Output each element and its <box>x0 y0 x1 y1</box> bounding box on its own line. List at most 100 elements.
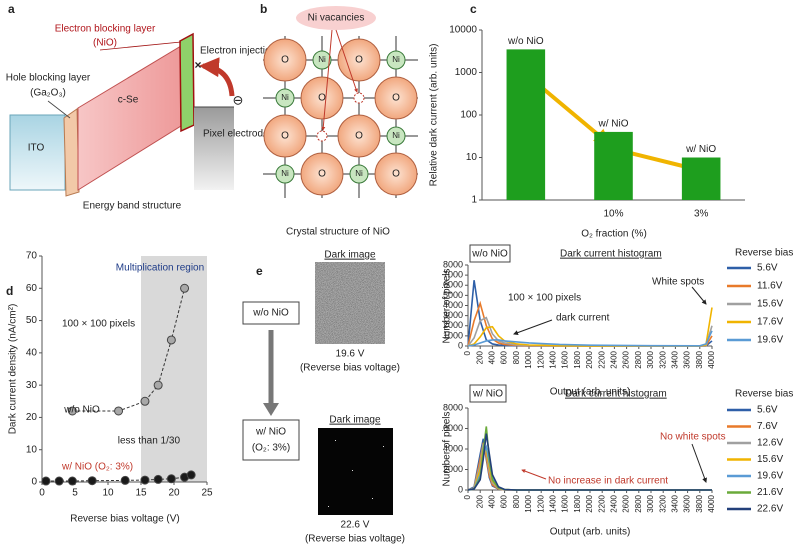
point <box>140 475 150 485</box>
legend-label: 5.6V <box>757 405 778 416</box>
annotation: w/ NiO (O₂: 3%) <box>61 462 133 473</box>
dark-image <box>318 428 393 515</box>
y-tick-label: 6000 <box>443 423 463 433</box>
series-line <box>467 433 712 491</box>
y-tick-label: 10 <box>26 444 38 455</box>
atom-label: Ni <box>355 169 363 178</box>
oxygen-atom <box>300 76 344 120</box>
y-tick-label: 0 <box>31 477 37 488</box>
image-note: (Reverse bias voltage) <box>300 363 400 374</box>
annotation: No white spots <box>660 432 726 443</box>
x-tick-label: 15 <box>135 488 147 499</box>
y-tick-label: 4000 <box>443 300 463 310</box>
y-tick-label: 6000 <box>443 280 463 290</box>
image-voltage: 22.6 V <box>341 520 370 531</box>
legend-label: 12.6V <box>757 438 783 449</box>
crystal-structure: b Ni vacancies Crystal structure of NiO … <box>260 2 418 238</box>
x-tick-label: 800 <box>512 494 521 508</box>
series-line <box>45 474 192 482</box>
image-title: Dark image <box>324 250 376 261</box>
bar-label: w/o NiO <box>507 36 544 47</box>
sample-label: w/o NiO <box>252 308 289 319</box>
x-tick-label: 200 <box>475 350 484 364</box>
y-tick-label: 70 <box>26 251 38 262</box>
y-axis-label: Dark current density (nA/cm²) <box>8 304 19 435</box>
x-tick-label: 1800 <box>573 494 582 512</box>
label: ITO <box>28 143 45 154</box>
point <box>166 474 176 484</box>
atom-label: O <box>355 131 363 142</box>
label: ⊖ <box>233 92 244 107</box>
y-tick-label: 8000 <box>443 259 463 269</box>
x-tick-label: 200 <box>475 494 484 508</box>
x-tick-label: 2600 <box>622 350 631 368</box>
atom-label: O <box>318 93 326 104</box>
legend-label: 19.6V <box>757 471 783 482</box>
label: Pixel electrode <box>203 129 269 140</box>
caption: Energy band structure <box>83 201 182 212</box>
dark-image-noise <box>315 262 385 344</box>
y-tick-label: 10 <box>466 152 478 163</box>
leader-line <box>99 41 182 51</box>
point <box>54 476 64 486</box>
label: (NiO) <box>93 38 117 49</box>
point <box>67 406 77 416</box>
image-title: Dark image <box>329 415 381 426</box>
vacancy-pointer <box>321 29 333 131</box>
y-tick-label: 1 <box>471 195 477 206</box>
y-tick-label: 1000 <box>443 330 463 340</box>
y-tick-label: 100 <box>460 110 477 121</box>
x-tick-label: 1000 <box>524 494 533 512</box>
series-line <box>72 288 186 412</box>
annotation: No increase in dark current <box>548 476 668 487</box>
cse-layer <box>77 45 182 191</box>
x-tick-label: 2200 <box>597 494 606 512</box>
y-tick-label: 4000 <box>443 443 463 453</box>
y-tick-label: 7000 <box>443 270 463 280</box>
callout <box>296 6 376 30</box>
ni-vacancy <box>353 92 365 104</box>
x-tick-label: 3600 <box>683 350 692 368</box>
series-line <box>467 330 713 347</box>
dark-images: e w/o NiO Dark image 19.6 V (Reverse bia… <box>242 250 405 545</box>
annotation: less than 1/30 <box>118 436 181 447</box>
x-tick-label: 0 <box>39 488 45 499</box>
x-axis-label: O₂ fraction (%) <box>581 229 647 240</box>
x-tick-label: 2000 <box>585 494 594 512</box>
atom-label: Ni <box>281 169 289 178</box>
sample-label: w/ NiO <box>472 389 503 400</box>
y-tick-label: 30 <box>26 380 38 391</box>
legend-label: 7.6V <box>757 421 778 432</box>
vacancy-pointer <box>335 29 358 93</box>
label: × <box>194 58 201 72</box>
bar-label: w/ NiO <box>598 119 629 130</box>
atom-label: Ni <box>318 55 326 64</box>
chart-title: Dark current histogram <box>565 389 667 400</box>
point <box>114 406 124 416</box>
oxygen-atom <box>374 76 418 120</box>
x-tick-label: 400 <box>488 494 497 508</box>
y-tick-label: 2000 <box>443 320 463 330</box>
annotation: w/o NiO <box>63 405 100 416</box>
x-tick-label: 25 <box>201 488 213 499</box>
sample-box <box>469 244 511 263</box>
x-tick-label: 3800 <box>695 494 704 512</box>
nickel-atom <box>386 126 406 146</box>
panel-label: a <box>8 2 15 16</box>
label: (Ga₂O₃) <box>30 88 66 99</box>
x-tick-label: 20 <box>168 488 180 499</box>
legend-label: 15.6V <box>757 299 783 310</box>
annotation: dark current <box>556 313 610 324</box>
y-tick-label: 8000 <box>443 402 463 412</box>
legend-title: Reverse bias voltage <box>735 248 793 259</box>
y-axis-label: Number of pixels <box>442 268 453 343</box>
annotation-arrow <box>691 286 707 305</box>
oxygen-atom <box>337 114 381 158</box>
panel-label: d <box>6 284 13 298</box>
nickel-atom <box>349 164 369 184</box>
annotation: White spots <box>652 277 704 288</box>
hole-blocking-layer <box>63 108 80 197</box>
annotation-arrow <box>513 319 553 335</box>
panel-label: c <box>470 2 477 16</box>
